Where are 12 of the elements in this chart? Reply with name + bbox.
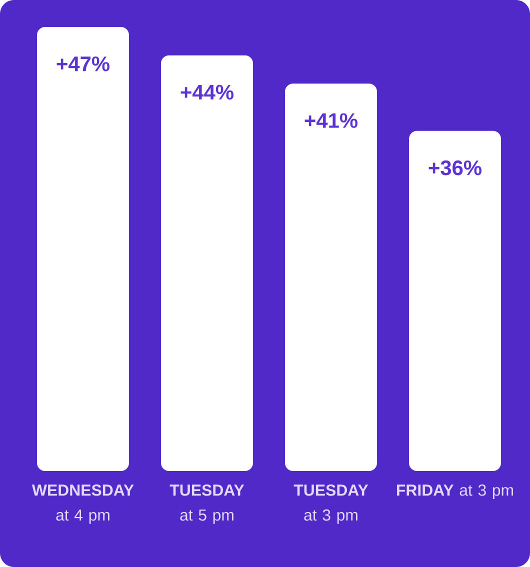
data-label: +36% [428,160,482,176]
x-tick-label: FRIDAY at 3 pm [397,484,513,499]
data-label: +44% [180,84,234,100]
data-label: +47% [56,56,110,72]
data-label: +41% [304,113,358,128]
x-tick-label: TUESDAY at 3 pm [294,484,368,524]
x-tick-label: WEDNESDAY at 4 pm [32,484,134,524]
x-tick-label: TUESDAY at 5 pm [170,484,244,524]
bar [409,130,501,471]
bar [161,55,253,471]
bar [284,84,377,471]
bar [37,26,129,471]
